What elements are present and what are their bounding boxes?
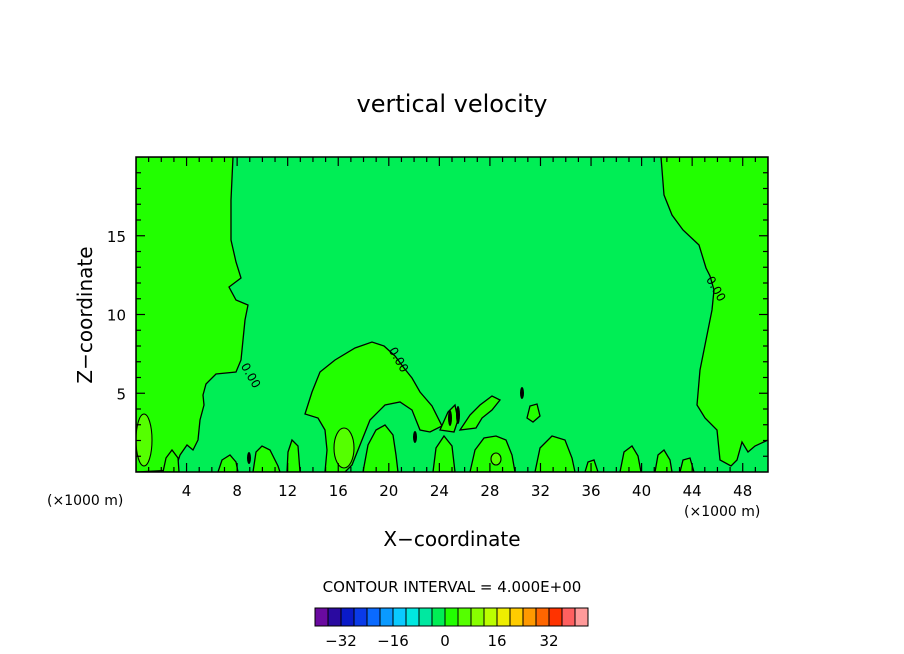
contour-region — [136, 413, 153, 467]
y-tick-label: 10 — [107, 307, 126, 325]
x-tick-label: 20 — [379, 482, 398, 500]
contour-region — [619, 445, 642, 472]
x-unit-right: (×1000 m) — [684, 504, 760, 520]
colorbar: −32 −16 0 16 32 — [314, 607, 589, 650]
colorbar-swatch — [496, 607, 511, 627]
contour-interval: CONTOUR INTERVAL = 4.000E+00 — [323, 578, 582, 596]
x-tick-label: 40 — [632, 482, 651, 500]
colorbar-swatch — [366, 607, 381, 627]
contour-region — [333, 427, 355, 469]
colorbar-swatch — [379, 607, 394, 627]
x-axis-label: X−coordinate — [383, 527, 520, 551]
x-tick-label: 32 — [531, 482, 550, 500]
plot-area: 0.000.000.00 — [135, 156, 769, 473]
contour-region — [136, 157, 249, 472]
colorbar-swatch — [561, 607, 576, 627]
contour-region — [520, 387, 524, 399]
contour-region — [162, 448, 180, 472]
contour-region — [413, 431, 417, 443]
colorbar-swatch — [340, 607, 355, 627]
colorbar-tick-label: −16 — [377, 632, 409, 650]
contour-region — [458, 395, 502, 431]
x-axis: 4 8 12 16 20 24 28 32 36 40 44 48 — [148, 157, 756, 500]
chart-title: vertical velocity — [357, 90, 548, 118]
x-tick-label: 48 — [733, 482, 752, 500]
colorbar-tick-label: 0 — [440, 632, 450, 650]
contour-region — [252, 445, 281, 472]
contour-region — [456, 406, 460, 424]
colorbar-tick-label: 32 — [539, 632, 558, 650]
y-axis: 5 10 15 — [107, 172, 768, 457]
contour-region — [490, 452, 502, 466]
contour-region — [362, 424, 399, 472]
x-unit-left: (×1000 m) — [47, 493, 123, 509]
contour-region — [660, 157, 768, 467]
y-tick-label: 15 — [107, 228, 126, 246]
colorbar-swatch — [431, 607, 446, 627]
x-tick-label: 4 — [182, 482, 192, 500]
contour-region — [448, 410, 452, 426]
x-tick-label: 8 — [232, 482, 242, 500]
x-tick-label: 28 — [480, 482, 499, 500]
contour-region — [654, 449, 673, 472]
colorbar-swatch — [522, 607, 537, 627]
contour-layer: 0.000.000.00 — [136, 157, 768, 472]
colorbar-swatch — [353, 607, 368, 627]
colorbar-swatch — [470, 607, 485, 627]
x-tick-label: 16 — [329, 482, 348, 500]
contour-region — [526, 403, 541, 423]
contour-region — [432, 434, 456, 472]
colorbar-swatch — [548, 607, 563, 627]
colorbar-swatch — [327, 607, 342, 627]
colorbar-swatch — [535, 607, 550, 627]
colorbar-swatch — [444, 607, 459, 627]
colorbar-swatch — [457, 607, 472, 627]
contour-region — [679, 457, 695, 472]
colorbar-swatch — [574, 607, 589, 627]
contour-region — [217, 454, 239, 472]
y-axis-label: Z−coordinate — [73, 246, 97, 383]
colorbar-tick-label: 16 — [487, 632, 506, 650]
colorbar-swatch — [483, 607, 498, 627]
colorbar-tick-label: −32 — [325, 632, 357, 650]
x-tick-label: 44 — [683, 482, 702, 500]
contour-region — [286, 438, 301, 472]
colorbar-swatch — [509, 607, 524, 627]
x-tick-label: 12 — [278, 482, 297, 500]
x-tick-label: 24 — [430, 482, 449, 500]
colorbar-swatch — [405, 607, 420, 627]
contour-region — [247, 452, 251, 464]
contour-region — [534, 435, 576, 472]
y-tick-label: 5 — [116, 385, 126, 403]
colorbar-swatch — [418, 607, 433, 627]
x-tick-label: 36 — [581, 482, 600, 500]
colorbar-swatch — [392, 607, 407, 627]
colorbar-swatch — [314, 607, 329, 627]
